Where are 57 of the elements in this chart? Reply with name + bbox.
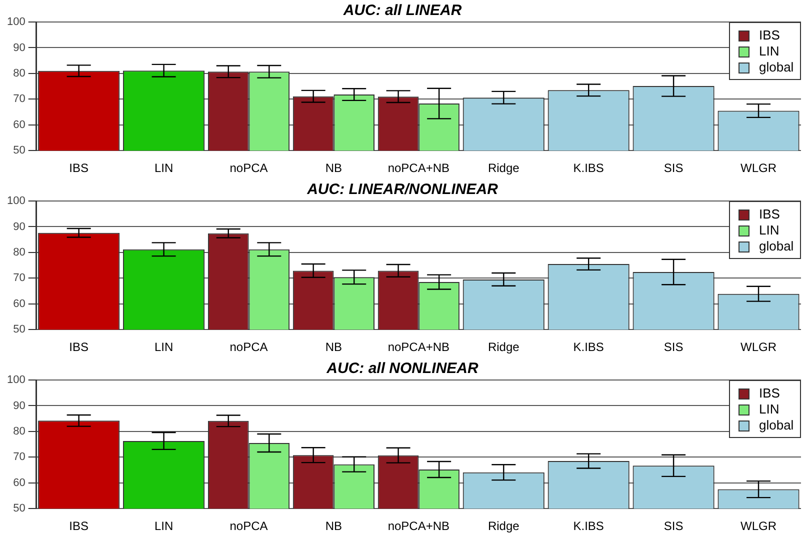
chart-title: AUC: all LINEAR xyxy=(342,2,462,20)
x-tick-label: SIS xyxy=(664,519,684,534)
x-tick-label: K.IBS xyxy=(573,519,604,534)
x-tick-label: noPCA xyxy=(230,519,268,534)
x-tick-label: noPCA xyxy=(230,340,268,354)
x-tick-label: NB xyxy=(325,519,342,534)
x-tick-label: Ridge xyxy=(488,340,520,354)
x-tick-label: Ridge xyxy=(488,519,520,534)
y-tick-label: 60 xyxy=(13,476,26,489)
chart-title: AUC: all NONLINEAR xyxy=(326,360,478,378)
legend-label: LIN xyxy=(759,222,780,238)
y-tick-label: 90 xyxy=(13,42,26,54)
legend-label: LIN xyxy=(759,402,780,417)
y-tick-label: 70 xyxy=(13,451,26,464)
x-tick-label: noPCA+NB xyxy=(388,519,450,534)
y-tick-label: 80 xyxy=(13,425,26,438)
x-tick-label: Ridge xyxy=(488,161,520,176)
y-tick-label: 50 xyxy=(13,502,26,515)
x-tick-label: noPCA+NB xyxy=(388,161,450,176)
y-tick-label: 80 xyxy=(13,67,26,80)
y-tick-label: 50 xyxy=(13,324,26,336)
y-tick-label: 100 xyxy=(6,195,26,208)
x-tick-label: noPCA xyxy=(230,161,268,176)
legend-label: global xyxy=(759,60,794,75)
y-tick-label: 60 xyxy=(13,298,26,310)
y-tick-label: 100 xyxy=(6,374,26,386)
x-tick-label: LIN xyxy=(154,519,174,534)
x-tick-label: WLGR xyxy=(740,340,777,354)
x-tick-label: NB xyxy=(325,161,342,176)
x-tick-label: IBS xyxy=(69,161,89,176)
y-tick-label: 70 xyxy=(13,272,26,284)
x-tick-label: SIS xyxy=(664,161,684,176)
x-tick-label: LIN xyxy=(154,161,174,176)
x-tick-label: SIS xyxy=(664,340,684,354)
x-tick-label: K.IBS xyxy=(573,161,604,176)
x-tick-label: LIN xyxy=(154,340,174,354)
x-tick-label: IBS xyxy=(69,519,89,534)
y-tick-label: 80 xyxy=(13,246,26,258)
chart-title: AUC: LINEAR/NONLINEAR xyxy=(306,181,498,198)
x-tick-label: K.IBS xyxy=(573,340,604,354)
x-tick-label: WLGR xyxy=(740,519,777,534)
legend-label: IBS xyxy=(759,386,780,401)
y-tick-label: 70 xyxy=(13,93,26,106)
y-tick-label: 50 xyxy=(13,144,26,157)
y-tick-label: 100 xyxy=(6,16,26,28)
y-tick-label: 90 xyxy=(13,220,26,233)
legend-label: global xyxy=(759,238,794,254)
x-tick-label: NB xyxy=(325,340,342,354)
x-tick-label: IBS xyxy=(69,340,89,354)
x-tick-label: WLGR xyxy=(740,161,777,176)
y-tick-label: 60 xyxy=(13,118,26,131)
x-tick-label: noPCA+NB xyxy=(388,340,450,354)
y-tick-label: 90 xyxy=(13,400,26,412)
legend-label: IBS xyxy=(759,206,780,222)
legend-label: global xyxy=(759,418,794,433)
legend-label: IBS xyxy=(759,28,780,43)
legend-label: LIN xyxy=(759,44,780,59)
